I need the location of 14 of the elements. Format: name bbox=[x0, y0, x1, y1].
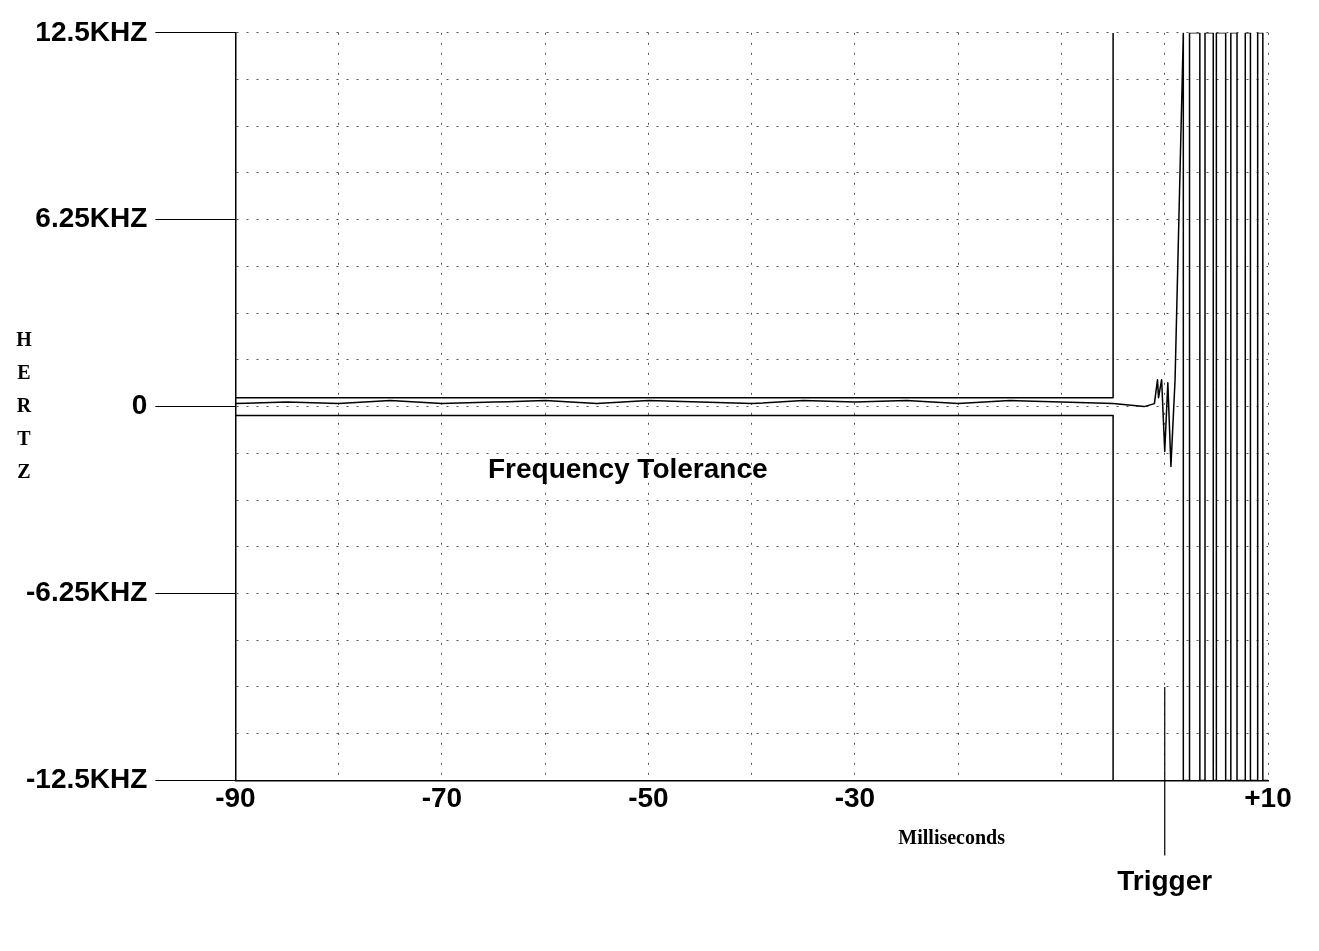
x-tick-label: +10 bbox=[1244, 781, 1292, 813]
y-tick-label: 6.25KHZ bbox=[35, 202, 148, 234]
y-tick-label: -12.5KHZ bbox=[25, 763, 148, 795]
y-tick-label: 12.5KHZ bbox=[35, 15, 148, 47]
y-tick-label: -6.25KHZ bbox=[25, 576, 148, 608]
annotation: Frequency Tolerance bbox=[487, 452, 768, 484]
ref-line-label: Trigger bbox=[1117, 865, 1213, 897]
x-tick-label: -90 bbox=[215, 781, 256, 813]
x-tick-label: -70 bbox=[421, 781, 463, 813]
x-tick-label: -50 bbox=[628, 781, 669, 813]
y-tick-label: 0 bbox=[131, 389, 148, 421]
x-axis-title: Milliseconds bbox=[898, 825, 1006, 848]
y-axis-title: HERTZ bbox=[16, 327, 33, 482]
x-tick-label: -30 bbox=[834, 781, 876, 813]
